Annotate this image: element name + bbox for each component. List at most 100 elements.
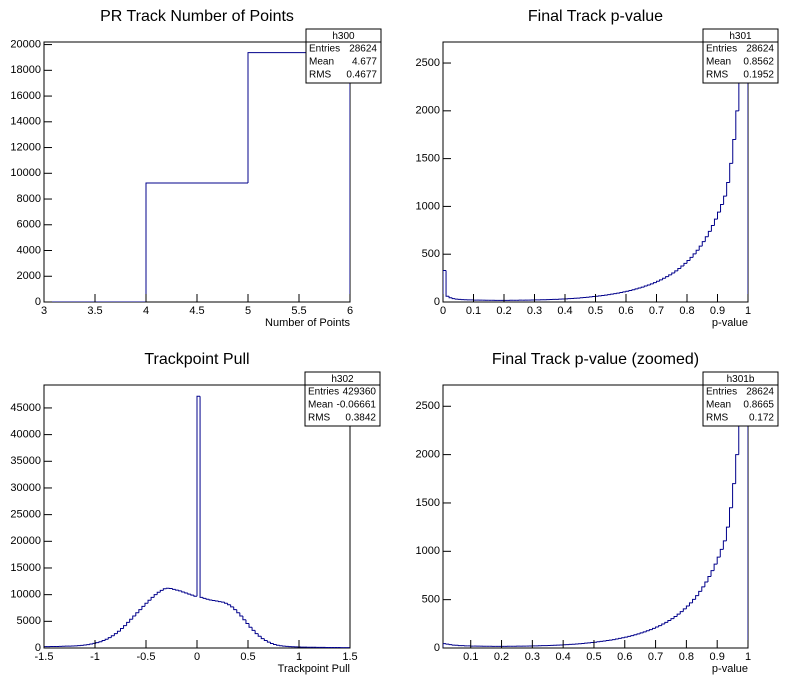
histogram-bin	[670, 618, 675, 621]
histogram-bin	[618, 637, 622, 640]
histogram-bin	[621, 637, 625, 639]
x-tick-label: -1	[90, 651, 100, 663]
histogram-bin	[628, 290, 633, 292]
histogram-bin	[661, 623, 665, 626]
histogram-bin	[101, 640, 106, 642]
x-tick-label: 0.1	[466, 305, 481, 317]
histogram-bin	[662, 277, 666, 280]
histogram-bin	[622, 291, 626, 293]
histogram-bin	[648, 629, 653, 631]
histogram-bin	[729, 507, 733, 528]
stats-value: 28624	[746, 387, 774, 398]
histogram-bin	[710, 225, 715, 232]
x-tick-label: 0.9	[710, 305, 725, 317]
histogram-bin	[698, 245, 703, 251]
histogram-bin	[646, 284, 651, 287]
histogram-bin	[701, 586, 705, 592]
histogram-bin	[269, 642, 274, 644]
histogram-bin	[625, 290, 630, 292]
histogram-bin	[624, 636, 628, 638]
y-tick-label: 1500	[416, 497, 440, 509]
x-tick-label: 5.5	[291, 305, 306, 317]
histogram-bin	[147, 599, 152, 604]
histogram-bin	[193, 595, 197, 597]
histogram-bin	[719, 548, 724, 558]
stats-value: 4.677	[352, 57, 377, 68]
histogram-bin	[451, 297, 456, 300]
y-tick-label: 16000	[10, 90, 41, 102]
histogram-bin	[735, 454, 739, 484]
y-tick-label: 500	[422, 594, 440, 606]
y-tick-label: 2000	[416, 105, 440, 117]
histogram-bin	[668, 274, 672, 277]
histogram-bin	[682, 608, 687, 612]
histogram-bin	[674, 270, 678, 273]
histogram-bin	[205, 598, 210, 600]
x-tick-label: 0.1	[463, 651, 478, 663]
histogram-bin	[145, 182, 248, 302]
x-tick-label: 3.5	[87, 305, 102, 317]
histogram-bin	[640, 286, 645, 289]
histogram-bin	[665, 276, 669, 279]
histogram-bin	[671, 272, 675, 275]
stats-box	[702, 28, 779, 84]
histogram-bin	[190, 594, 194, 596]
x-tick-label: 0.8	[679, 651, 694, 663]
y-tick-label: 0	[434, 642, 440, 654]
x-tick-label: 0.5	[240, 651, 255, 663]
histogram-bin	[732, 483, 736, 508]
y-tick-label: 20000	[10, 38, 41, 50]
x-tick-label: 0.4	[557, 305, 572, 317]
y-tick-label: 4000	[17, 244, 41, 256]
histogram-bin	[208, 599, 213, 601]
x-tick-label: 1	[745, 651, 751, 663]
histogram-bin	[735, 110, 739, 140]
histogram-bin	[98, 641, 103, 643]
y-tick-label: 35000	[10, 455, 41, 467]
chart-title: Final Track p-value (zoomed)	[492, 351, 699, 368]
histogram-bin	[214, 600, 219, 602]
x-tick-label: 3	[41, 305, 47, 317]
y-tick-label: 40000	[10, 429, 41, 441]
histogram-bin	[688, 602, 693, 607]
x-tick-label: 0.5	[586, 651, 601, 663]
histogram-bin	[704, 581, 708, 587]
y-tick-label: 45000	[10, 402, 41, 414]
histogram-bin	[615, 638, 619, 640]
chart-title: Final Track p-value	[528, 8, 663, 25]
chart-title: PR Track Number of Points	[100, 8, 294, 25]
histogram-bin	[120, 628, 124, 632]
histogram-bin	[202, 597, 207, 599]
y-tick-label: 500	[422, 248, 440, 260]
histogram-bin	[673, 615, 678, 619]
histogram-bin	[713, 218, 718, 226]
histogram-bin	[652, 282, 657, 284]
histogram-bin	[676, 613, 681, 617]
histogram-bin	[685, 605, 690, 609]
stats-label: Entries	[706, 387, 737, 398]
y-tick-label: 1000	[416, 200, 440, 212]
histogram-bin	[172, 588, 176, 590]
stats-label: Mean	[706, 57, 731, 68]
histogram-bin	[713, 563, 718, 571]
histogram-bin	[44, 646, 48, 648]
histogram-bin	[686, 260, 691, 264]
y-tick-label: 2000	[416, 449, 440, 461]
stats-value: 0.3842	[345, 413, 376, 424]
histogram-bin	[123, 625, 127, 629]
y-tick-label: 0	[35, 296, 41, 308]
histogram-bin	[655, 626, 659, 629]
histogram-bin	[704, 236, 709, 242]
y-tick-label: 18000	[10, 64, 41, 76]
y-tick-label: 2500	[416, 400, 440, 412]
stats-value: 0.8562	[743, 57, 774, 68]
histogram-bin	[701, 241, 706, 247]
stats-label: Entries	[309, 44, 340, 55]
x-tick-label: 0.3	[527, 305, 542, 317]
histogram-bin	[135, 612, 139, 616]
x-tick-label: 0.3	[525, 651, 540, 663]
histogram-bin	[251, 627, 256, 631]
histogram-bin	[637, 287, 642, 289]
histogram-bin	[677, 268, 681, 271]
x-tick-label: 4	[143, 305, 149, 317]
